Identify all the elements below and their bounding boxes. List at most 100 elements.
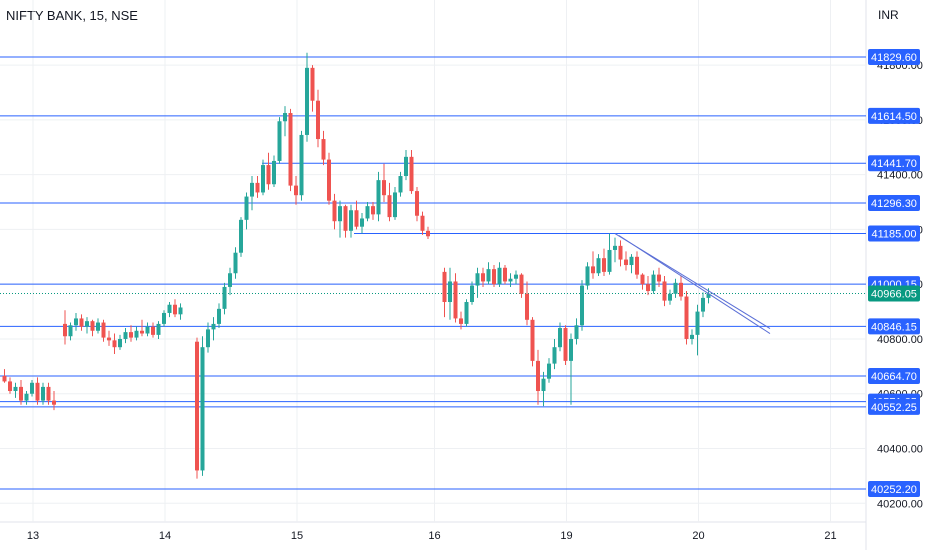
candle-down[interactable]	[662, 281, 667, 301]
candle-up[interactable]	[404, 156, 408, 177]
candle-up[interactable]	[338, 206, 342, 222]
candle-up[interactable]	[261, 165, 265, 193]
candle-up[interactable]	[96, 322, 100, 331]
candle-up[interactable]	[206, 329, 210, 348]
candle-up[interactable]	[393, 192, 397, 218]
candle-down[interactable]	[618, 245, 623, 260]
candle-down[interactable]	[420, 215, 425, 231]
candle-up[interactable]	[398, 176, 403, 193]
candle-up[interactable]	[24, 393, 29, 401]
candle-down[interactable]	[112, 340, 117, 348]
candle-down[interactable]	[266, 165, 271, 185]
candle-up[interactable]	[470, 285, 474, 303]
candle-up[interactable]	[695, 311, 700, 335]
candle-down[interactable]	[409, 156, 414, 192]
candle-down[interactable]	[46, 386, 51, 401]
candle-down[interactable]	[525, 293, 529, 320]
candle-down[interactable]	[415, 191, 419, 216]
candle-up[interactable]	[558, 328, 562, 348]
candle-down[interactable]	[481, 273, 485, 282]
candle-up[interactable]	[547, 363, 551, 379]
candle-down[interactable]	[492, 269, 496, 285]
candle-up[interactable]	[596, 258, 601, 274]
candle-up[interactable]	[508, 278, 513, 282]
candle-up[interactable]	[85, 321, 89, 327]
candle-down[interactable]	[140, 330, 144, 334]
candle-up[interactable]	[580, 285, 584, 326]
candle-up[interactable]	[376, 180, 381, 215]
candle-up[interactable]	[156, 323, 161, 335]
candle-up[interactable]	[228, 273, 232, 287]
candle-up[interactable]	[475, 273, 480, 286]
candle-up[interactable]	[607, 249, 612, 272]
candle-down[interactable]	[343, 206, 348, 231]
candle-up[interactable]	[701, 297, 705, 312]
candle-down[interactable]	[530, 319, 535, 361]
candle-up[interactable]	[569, 338, 573, 361]
candle-up[interactable]	[167, 304, 172, 313]
candle-down[interactable]	[63, 323, 67, 337]
candle-up[interactable]	[541, 378, 546, 392]
candle-up[interactable]	[30, 382, 34, 394]
candle-down[interactable]	[2, 375, 7, 382]
candle-down[interactable]	[288, 113, 293, 186]
candle-down[interactable]	[684, 296, 689, 339]
candle-down[interactable]	[90, 321, 95, 331]
candle-up[interactable]	[486, 269, 491, 282]
candle-down[interactable]	[129, 332, 133, 338]
candle-up[interactable]	[673, 282, 678, 294]
candle-down[interactable]	[101, 322, 106, 338]
candle-down[interactable]	[459, 318, 463, 324]
candle-up[interactable]	[585, 266, 590, 286]
candle-up[interactable]	[41, 386, 45, 401]
candle-down[interactable]	[657, 274, 661, 282]
candle-down[interactable]	[107, 337, 111, 341]
candle-down[interactable]	[327, 159, 331, 201]
currency-label[interactable]: INR	[878, 8, 899, 22]
candle-up[interactable]	[299, 134, 304, 196]
candle-down[interactable]	[519, 274, 524, 294]
candle-down[interactable]	[536, 360, 540, 392]
candle-up[interactable]	[244, 196, 249, 220]
candle-up[interactable]	[162, 312, 166, 324]
candle-up[interactable]	[574, 325, 579, 339]
candle-down[interactable]	[321, 139, 326, 160]
candle-up[interactable]	[178, 307, 183, 315]
candle-down[interactable]	[151, 326, 155, 335]
candle-down[interactable]	[19, 386, 23, 401]
candle-up[interactable]	[233, 252, 238, 274]
candle-down[interactable]	[635, 256, 639, 275]
candle-up[interactable]	[118, 338, 122, 348]
candle-up[interactable]	[497, 267, 502, 285]
candle-up[interactable]	[134, 330, 139, 338]
candle-down[interactable]	[640, 274, 645, 285]
candle-down[interactable]	[591, 266, 595, 274]
candle-down[interactable]	[646, 284, 650, 292]
candle-down[interactable]	[442, 271, 447, 303]
candle-up[interactable]	[123, 332, 128, 339]
candle-up[interactable]	[217, 308, 221, 324]
candle-up[interactable]	[250, 182, 254, 197]
candle-down[interactable]	[453, 281, 458, 319]
candle-down[interactable]	[255, 182, 260, 193]
candle-up[interactable]	[690, 334, 694, 339]
candle-up[interactable]	[283, 113, 287, 122]
candle-up[interactable]	[651, 274, 656, 292]
candle-up[interactable]	[365, 206, 370, 219]
candle-up[interactable]	[305, 67, 309, 135]
candle-up[interactable]	[706, 293, 711, 298]
candle-down[interactable]	[503, 267, 507, 282]
candle-up[interactable]	[668, 293, 672, 301]
candle-up[interactable]	[552, 347, 557, 364]
candle-up[interactable]	[349, 210, 353, 231]
candle-up[interactable]	[272, 160, 276, 185]
candle-down[interactable]	[426, 230, 430, 237]
candle-down[interactable]	[679, 282, 683, 297]
candle-down[interactable]	[195, 341, 199, 471]
candle-up[interactable]	[145, 326, 150, 334]
candle-up[interactable]	[239, 219, 243, 253]
candle-up[interactable]	[13, 386, 18, 392]
candle-up[interactable]	[464, 302, 469, 324]
candle-up[interactable]	[629, 256, 634, 266]
